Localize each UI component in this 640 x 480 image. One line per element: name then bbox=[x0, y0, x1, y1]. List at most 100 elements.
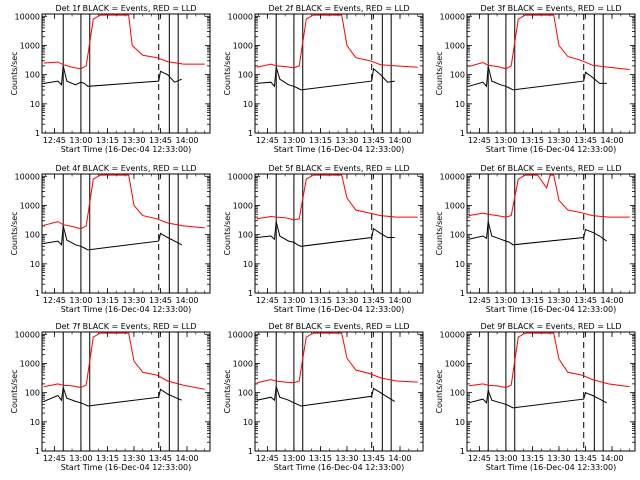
x-tick-label: 12:45 bbox=[468, 136, 491, 145]
panel-title: Det 1f BLACK = Events, RED = LLD bbox=[55, 4, 196, 13]
x-tick-label: 13:30 bbox=[547, 296, 570, 305]
x-tick-label: 13:00 bbox=[494, 296, 517, 305]
series-line-red bbox=[468, 174, 630, 218]
y-tick-label: 1 bbox=[460, 289, 465, 298]
x-axis-label: Start Time (16-Dec-04 12:33:00) bbox=[486, 145, 617, 154]
panel-title: Det 9f BLACK = Events, RED = LLD bbox=[480, 322, 621, 331]
x-tick-label: 13:15 bbox=[521, 454, 544, 463]
y-tick-label: 10000 bbox=[228, 330, 253, 339]
x-tick-label: 12:45 bbox=[468, 296, 491, 305]
y-tick-label: 1 bbox=[35, 129, 40, 138]
x-tick-label: 13:30 bbox=[547, 136, 570, 145]
x-axis-label: Start Time (16-Dec-04 12:33:00) bbox=[274, 305, 405, 314]
plot-frame bbox=[466, 331, 636, 452]
y-tick-label: 10000 bbox=[440, 330, 465, 339]
chart-panel-4: Det 4f BLACK = Events, RED = LLD 1 10 100 10… bbox=[10, 164, 211, 314]
x-tick-label: 13:30 bbox=[335, 454, 358, 463]
x-tick-label: 13:45 bbox=[574, 296, 597, 305]
chart-panel-7: Det 7f BLACK = Events, RED = LLD 1 10 100 10… bbox=[10, 322, 211, 472]
y-tick-label: 10000 bbox=[228, 172, 253, 181]
chart-panel-8: Det 8f BLACK = Events, RED = LLD 1 10 100 10… bbox=[223, 322, 424, 472]
y-axis-label: Counts/sec bbox=[10, 211, 19, 255]
x-tick-label: 13:00 bbox=[69, 296, 92, 305]
x-tick-label: 13:45 bbox=[149, 136, 172, 145]
x-tick-label: 13:00 bbox=[282, 296, 305, 305]
x-tick-label: 14:00 bbox=[175, 136, 198, 145]
series-line-black bbox=[43, 225, 182, 251]
x-tick-label: 13:45 bbox=[149, 296, 172, 305]
x-tick-label: 14:00 bbox=[388, 454, 411, 463]
y-tick-label: 1000 bbox=[233, 201, 253, 210]
y-tick-label: 10 bbox=[30, 100, 40, 109]
x-tick-label: 13:30 bbox=[335, 296, 358, 305]
y-tick-label: 10 bbox=[455, 100, 465, 109]
series-line-black bbox=[256, 67, 395, 91]
y-tick-label: 10 bbox=[243, 418, 253, 427]
plot-frame bbox=[254, 331, 424, 452]
x-axis-label: Start Time (16-Dec-04 12:33:00) bbox=[486, 463, 617, 472]
x-tick-label: 13:30 bbox=[122, 454, 145, 463]
series-line-black bbox=[256, 386, 395, 407]
series-line-black bbox=[256, 221, 395, 247]
panel-title: Det 8f BLACK = Events, RED = LLD bbox=[268, 322, 409, 331]
series-line-red bbox=[256, 14, 418, 69]
plot-frame bbox=[466, 173, 636, 294]
x-tick-label: 13:30 bbox=[122, 296, 145, 305]
x-tick-label: 14:00 bbox=[175, 454, 198, 463]
chart-panel-9: Det 9f BLACK = Events, RED = LLD 1 10 100 10… bbox=[435, 322, 636, 472]
y-axis-label: Counts/sec bbox=[10, 369, 19, 413]
x-tick-label: 12:45 bbox=[43, 296, 66, 305]
x-tick-label: 13:00 bbox=[69, 454, 92, 463]
x-tick-label: 12:45 bbox=[468, 454, 491, 463]
x-axis-label: Start Time (16-Dec-04 12:33:00) bbox=[486, 305, 617, 314]
series-line-red bbox=[43, 14, 205, 70]
x-tick-label: 13:00 bbox=[69, 136, 92, 145]
x-tick-label: 12:45 bbox=[256, 136, 279, 145]
y-tick-label: 1000 bbox=[20, 41, 40, 50]
x-tick-label: 13:45 bbox=[362, 136, 385, 145]
x-tick-label: 12:45 bbox=[256, 454, 279, 463]
x-tick-label: 14:00 bbox=[600, 296, 623, 305]
y-tick-label: 1 bbox=[460, 129, 465, 138]
x-tick-label: 13:15 bbox=[309, 136, 332, 145]
panel-title: Det 7f BLACK = Events, RED = LLD bbox=[55, 322, 196, 331]
y-tick-label: 1000 bbox=[233, 41, 253, 50]
x-tick-label: 14:00 bbox=[175, 296, 198, 305]
y-tick-label: 1 bbox=[248, 289, 253, 298]
y-tick-label: 100 bbox=[25, 389, 40, 398]
y-axis-label: Counts/sec bbox=[223, 51, 232, 95]
y-tick-label: 10000 bbox=[15, 172, 40, 181]
y-tick-label: 10000 bbox=[15, 330, 40, 339]
y-tick-label: 1000 bbox=[445, 359, 465, 368]
x-tick-label: 14:00 bbox=[388, 136, 411, 145]
series-line-black bbox=[43, 65, 182, 87]
series-line-black bbox=[43, 387, 182, 407]
panel-title: Det 6f BLACK = Events, RED = LLD bbox=[480, 164, 621, 173]
x-tick-label: 13:45 bbox=[362, 296, 385, 305]
y-tick-label: 1 bbox=[35, 447, 40, 456]
series-line-black bbox=[468, 66, 607, 91]
plot-frame bbox=[254, 173, 424, 294]
series-line-black bbox=[468, 221, 607, 246]
panel-title: Det 2f BLACK = Events, RED = LLD bbox=[268, 4, 409, 13]
x-axis-label: Start Time (16-Dec-04 12:33:00) bbox=[61, 463, 192, 472]
y-axis-label: Counts/sec bbox=[10, 51, 19, 95]
y-tick-label: 10 bbox=[243, 100, 253, 109]
x-tick-label: 13:15 bbox=[309, 296, 332, 305]
x-tick-label: 13:45 bbox=[149, 454, 172, 463]
y-tick-label: 10 bbox=[455, 418, 465, 427]
chart-panel-6: Det 6f BLACK = Events, RED = LLD 1 10 100 10… bbox=[435, 164, 636, 314]
y-tick-label: 1000 bbox=[445, 41, 465, 50]
y-tick-label: 1 bbox=[460, 447, 465, 456]
x-tick-label: 13:00 bbox=[282, 454, 305, 463]
series-line-red bbox=[256, 332, 418, 384]
chart-panel-5: Det 5f BLACK = Events, RED = LLD 1 10 100 10… bbox=[223, 164, 424, 314]
x-axis-label: Start Time (16-Dec-04 12:33:00) bbox=[274, 145, 405, 154]
plot-frame bbox=[41, 331, 211, 452]
chart-panel-1: Det 1f BLACK = Events, RED = LLD 1 10 100 10… bbox=[10, 4, 211, 154]
y-tick-label: 100 bbox=[450, 389, 465, 398]
x-tick-label: 13:15 bbox=[521, 296, 544, 305]
x-tick-label: 13:45 bbox=[362, 454, 385, 463]
x-tick-label: 12:45 bbox=[43, 136, 66, 145]
y-axis-label: Counts/sec bbox=[223, 211, 232, 255]
